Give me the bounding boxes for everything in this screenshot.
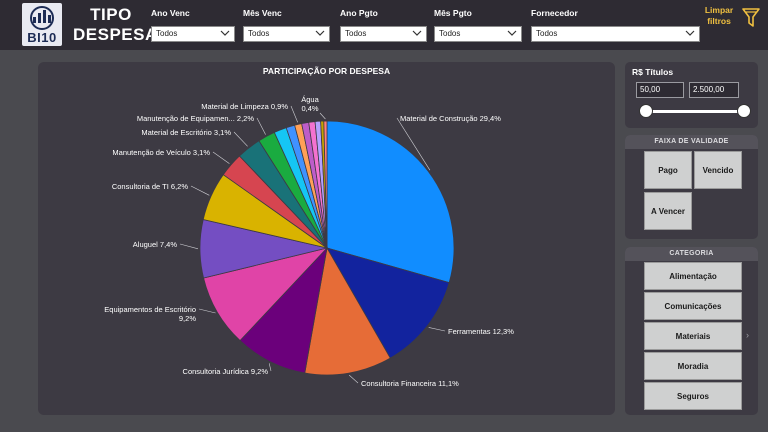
range-max-input[interactable]: 2.500,00 (689, 82, 739, 98)
validity-pago-button[interactable]: Pago (644, 151, 692, 189)
filter-mes-venc: Mês Venc Todos (243, 8, 330, 42)
dropdown-value: Todos (345, 29, 367, 38)
leader-line (396, 117, 431, 171)
category-seguros-button[interactable]: Seguros (644, 382, 742, 410)
slice-data-label: Material de Limpeza 0,9% (201, 102, 288, 111)
category-panel: CATEGORIA Alimentação Comunicações Mater… (625, 247, 758, 415)
slice-data-label: Material de Construção 29,4% (400, 114, 501, 123)
page-title-line1: TIPO (90, 5, 132, 24)
pie-slice[interactable] (326, 247, 450, 359)
slice-data-label: Aluguel 7,4% (133, 240, 178, 249)
leader-line (233, 131, 248, 147)
leader-line (348, 374, 359, 384)
filter-label: Ano Venc (151, 8, 190, 18)
mes-pgto-dropdown[interactable]: Todos (434, 26, 522, 42)
clear-filters-button[interactable]: Limpar filtros (700, 5, 738, 27)
validity-a-vencer-button[interactable]: A Vencer (644, 192, 692, 230)
slice-data-label: Consultoria Jurídica 9,2% (183, 367, 269, 376)
range-slider-track[interactable] (645, 110, 744, 113)
ano-venc-dropdown[interactable]: Todos (151, 26, 235, 42)
slice-data-label: Material de Escritório 3,1% (141, 128, 231, 137)
filter-label: Mês Pgto (434, 8, 472, 18)
fornecedor-dropdown[interactable]: Todos (531, 26, 700, 42)
slice-data-label: Equipamentos de Escritório 9,2% (104, 305, 196, 323)
page-title-line2: DESPESA (73, 25, 158, 44)
range-slider-min-handle[interactable] (639, 104, 653, 118)
filter-label: Fornecedor (531, 8, 578, 18)
top-bar: BI10 TIPO DESPESA Ano Venc Todos Mês Ven… (0, 0, 768, 50)
chevron-down-icon (685, 30, 695, 36)
validity-vencido-button[interactable]: Vencido (694, 151, 742, 189)
leader-line (268, 363, 272, 372)
leader-line (198, 308, 216, 314)
pie-chart: Material de Construção 29,4% Ferramentas … (104, 95, 514, 388)
filter-label: Ano Pgto (340, 8, 378, 18)
range-slider-max-handle[interactable] (737, 104, 751, 118)
range-min-input[interactable]: 50,00 (636, 82, 684, 98)
dropdown-value: Todos (248, 29, 270, 38)
category-materiais-button[interactable]: Materiais (644, 322, 742, 350)
filter-fornecedor: Fornecedor Todos (531, 8, 700, 42)
leader-line (256, 117, 266, 135)
filter-mes-pgto: Mês Pgto Todos (434, 8, 522, 42)
category-moradia-button[interactable]: Moradia (644, 352, 742, 380)
logo-text: BI10 (27, 30, 57, 45)
clear-filters-label-line1: Limpar (704, 5, 734, 15)
slice-data-label: Manutenção de Equipamen... 2,2% (137, 114, 254, 123)
slice-data-label: Ferramentas 12,3% (448, 327, 514, 336)
chevron-down-icon (315, 30, 325, 36)
dropdown-value: Todos (536, 29, 558, 38)
validity-header: FAIXA DE VALIDADE (625, 135, 758, 149)
validity-panel: FAIXA DE VALIDADE Pago Vencido A Vencer (625, 135, 758, 239)
slice-data-label: Consultoria Financeira 11,1% (361, 379, 459, 388)
leader-line (290, 105, 298, 123)
chevron-down-icon (220, 30, 230, 36)
filter-label: Mês Venc (243, 8, 282, 18)
chevron-down-icon (412, 30, 422, 36)
leader-line (319, 112, 326, 120)
slice-data-label: Consultoria de TI 6,2% (112, 182, 188, 191)
leader-line (179, 243, 199, 250)
filter-ano-venc: Ano Venc Todos (151, 8, 235, 42)
dropdown-value: Todos (156, 29, 178, 38)
slice-data-label: Água 0,4% (301, 95, 319, 113)
filter-ano-pgto: Ano Pgto Todos (340, 8, 427, 42)
mes-venc-dropdown[interactable]: Todos (243, 26, 330, 42)
pie-slice[interactable] (326, 120, 455, 284)
pie-slice[interactable] (304, 246, 391, 376)
scroll-right-icon[interactable]: › (746, 330, 749, 340)
ano-pgto-dropdown[interactable]: Todos (340, 26, 427, 42)
chart-title: PARTICIPAÇÃO POR DESPESA (262, 66, 391, 76)
dropdown-value: Todos (439, 29, 461, 38)
category-comunicacoes-button[interactable]: Comunicações (644, 292, 742, 320)
filter-funnel-icon[interactable] (742, 8, 760, 28)
company-logo: BI10 (22, 3, 62, 46)
chevron-down-icon (507, 30, 517, 36)
leader-line (428, 327, 446, 332)
logo-graphic-icon (30, 6, 54, 30)
range-filter-title: R$ Títulos (632, 67, 674, 77)
range-filter-panel: R$ Títulos 50,00 2.500,00 (625, 62, 758, 128)
clear-filters-label-line2: filtros (707, 16, 731, 26)
page-title: TIPO DESPESA (73, 5, 158, 45)
slice-data-label: Manutenção de Veículo 3,1% (112, 148, 210, 157)
category-header: CATEGORIA (625, 247, 758, 261)
leader-line (212, 151, 230, 164)
chart-panel: PARTICIPAÇÃO POR DESPESA Material de Con… (38, 62, 615, 415)
pie-slice[interactable] (323, 120, 328, 249)
leader-line (190, 185, 210, 196)
category-alimentacao-button[interactable]: Alimentação (644, 262, 742, 290)
